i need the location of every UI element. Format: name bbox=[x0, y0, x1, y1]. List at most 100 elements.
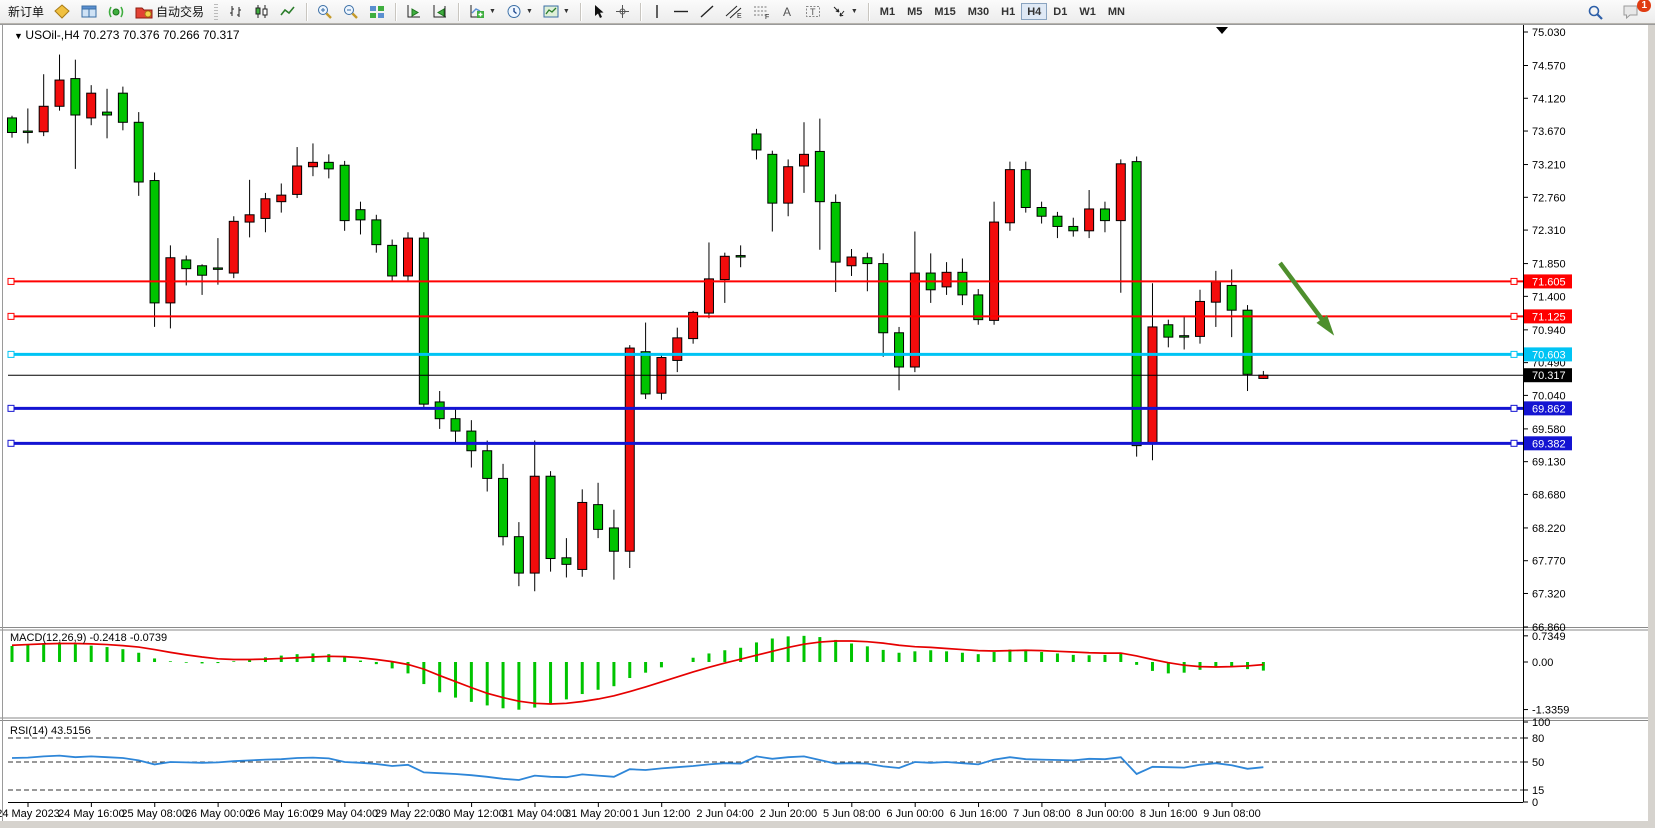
candle-body bbox=[244, 214, 255, 223]
candle-body bbox=[1242, 309, 1253, 375]
timeframe-M5[interactable]: M5 bbox=[907, 6, 923, 18]
candle-body bbox=[973, 294, 984, 321]
zoom-out-icon bbox=[344, 5, 358, 19]
time-tick-label: 9 Jun 08:00 bbox=[1203, 808, 1261, 820]
chart-shift-button[interactable] bbox=[427, 3, 453, 21]
cursor-button[interactable] bbox=[586, 3, 610, 21]
candle-body bbox=[703, 278, 714, 314]
candle-body bbox=[1147, 326, 1158, 444]
periods-button[interactable]: ▼ bbox=[501, 3, 538, 21]
hline-handle bbox=[7, 404, 15, 412]
chart-title[interactable]: ▼ USOil-,H4 70.273 70.376 70.266 70.317 bbox=[14, 28, 240, 42]
search-button[interactable] bbox=[1582, 3, 1609, 21]
auto-scroll-button[interactable] bbox=[401, 3, 427, 21]
tile-windows-icon bbox=[370, 6, 385, 18]
candlestick-chart-button[interactable] bbox=[249, 3, 275, 21]
candle-body bbox=[165, 257, 176, 304]
price-tick-label: 75.030 bbox=[1532, 27, 1566, 39]
notifications-button[interactable]: 1 bbox=[1617, 0, 1651, 21]
text-button[interactable]: A bbox=[776, 3, 800, 21]
autotrade-button[interactable]: 自动交易 bbox=[130, 3, 209, 21]
signals-button[interactable] bbox=[103, 3, 130, 21]
price-tick-label: 67.320 bbox=[1532, 588, 1566, 600]
timeframe-MN[interactable]: MN bbox=[1107, 6, 1125, 18]
hline-handle bbox=[1510, 350, 1518, 358]
candle-body bbox=[640, 351, 651, 395]
price-tick-label: 73.670 bbox=[1532, 126, 1566, 138]
macd-label: MACD(12,26,9) -0.2418 -0.0739 bbox=[10, 632, 167, 644]
hline-objects[interactable] bbox=[7, 277, 1523, 447]
candle-body bbox=[1226, 284, 1237, 311]
fibonacci-button[interactable]: F bbox=[748, 3, 776, 21]
candle-body bbox=[149, 180, 160, 304]
candle-body bbox=[894, 332, 905, 368]
candle-body bbox=[212, 267, 223, 270]
new-order-button[interactable]: 新订单 bbox=[3, 3, 49, 21]
dropdown-caret: ▼ bbox=[525, 8, 533, 15]
zoom-in-button[interactable] bbox=[312, 3, 338, 21]
timeframe-H1[interactable]: H1 bbox=[1001, 6, 1016, 18]
candle-body bbox=[466, 430, 477, 452]
timeframe-W1[interactable]: W1 bbox=[1079, 6, 1096, 18]
candle-body bbox=[1115, 163, 1126, 222]
tile-windows-button[interactable] bbox=[364, 3, 390, 21]
right-window-edge bbox=[1648, 24, 1655, 828]
macd-signal-line bbox=[11, 640, 1264, 705]
candle-body bbox=[593, 504, 604, 530]
vertical-line-icon bbox=[656, 5, 658, 18]
channel-icon: E bbox=[725, 5, 742, 19]
trendline-button[interactable] bbox=[694, 3, 720, 21]
market-watch-icon-button[interactable] bbox=[49, 3, 76, 21]
dropdown-caret: ▼ bbox=[850, 8, 858, 15]
timeframe-M1[interactable]: M1 bbox=[879, 6, 896, 18]
text-label-button[interactable]: T bbox=[800, 3, 826, 21]
clock-icon bbox=[507, 5, 521, 18]
price-tick-label: 70.940 bbox=[1532, 325, 1566, 337]
candle-body bbox=[1084, 208, 1095, 232]
timeframe-group: M1 M5 M15 M30 H1 H4 D1 W1 MN bbox=[871, 0, 1134, 23]
time-tick-label: 29 May 04:00 bbox=[312, 808, 379, 820]
svg-text:F: F bbox=[765, 14, 769, 19]
line-chart-button[interactable] bbox=[275, 3, 301, 21]
templates-button[interactable]: ▼ bbox=[538, 3, 575, 21]
price-axis[interactable]: 75.030 74.570 74.120 73.670 73.210 72.760 72.3… bbox=[1523, 27, 1572, 634]
zoom-out-button[interactable] bbox=[338, 3, 364, 21]
chart-shift-marker[interactable] bbox=[1216, 27, 1228, 34]
time-tick-label: 26 May 00:00 bbox=[185, 808, 252, 820]
horizontal-line-button[interactable] bbox=[668, 3, 694, 21]
candle-body bbox=[403, 237, 413, 277]
candle-body bbox=[22, 130, 33, 133]
price-tick-label: 72.310 bbox=[1532, 225, 1566, 237]
time-tick-label: 25 May 08:00 bbox=[121, 808, 188, 820]
price-tick-label: 66.860 bbox=[1532, 622, 1566, 634]
chart-canvas[interactable]: 75.030 74.570 74.120 73.670 73.210 72.760 72.3… bbox=[0, 24, 1655, 828]
candle-body bbox=[86, 92, 97, 119]
macd-axis-label: 0.00 bbox=[1532, 657, 1553, 669]
candle-body bbox=[1068, 225, 1079, 232]
candle-body bbox=[482, 450, 493, 479]
search-icon bbox=[1588, 5, 1603, 20]
time-tick-label: 8 Jun 00:00 bbox=[1077, 808, 1135, 820]
timeframe-M30[interactable]: M30 bbox=[967, 6, 990, 18]
arrows-button[interactable]: ▼ bbox=[826, 3, 863, 21]
equidistant-channel-button[interactable]: E bbox=[720, 3, 748, 21]
timeframe-H4[interactable]: H4 bbox=[1021, 3, 1048, 20]
trend-arrow[interactable] bbox=[1278, 261, 1329, 328]
macd-pane: 0.7349 0.00 -1.3359 MACD(12,26,9) -0.2418 -… bbox=[10, 631, 1569, 717]
crosshair-button[interactable] bbox=[610, 3, 635, 21]
candle-body bbox=[434, 401, 445, 420]
price-flag bbox=[1524, 309, 1572, 324]
timeframe-M15[interactable]: M15 bbox=[934, 6, 956, 18]
bar-chart-button[interactable] bbox=[223, 3, 249, 21]
svg-text:T: T bbox=[810, 7, 816, 17]
candle-body bbox=[545, 475, 556, 560]
candle-body bbox=[941, 271, 952, 288]
timeframe-D1[interactable]: D1 bbox=[1053, 6, 1068, 18]
indicators-button[interactable]: ▼ bbox=[464, 3, 501, 21]
rsi-axis-label: 80 bbox=[1532, 733, 1544, 745]
candle-body bbox=[1179, 335, 1190, 338]
svg-text:E: E bbox=[737, 13, 742, 19]
vertical-line-button[interactable] bbox=[646, 3, 668, 21]
data-window-button[interactable] bbox=[76, 3, 103, 21]
